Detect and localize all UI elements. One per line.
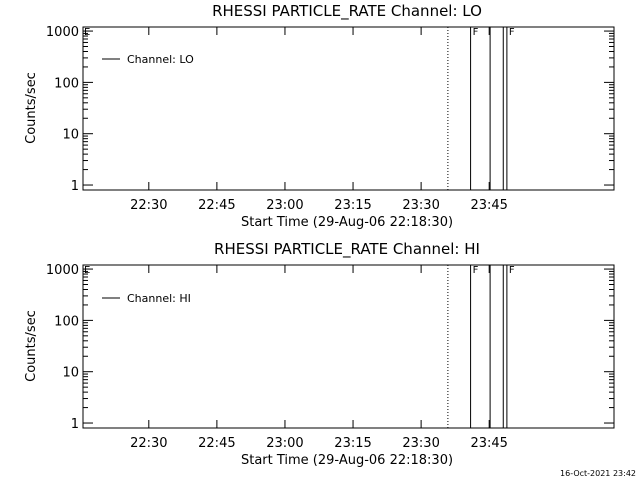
x-tick-label: 22:45 bbox=[198, 198, 235, 213]
y-tick-label: 10 bbox=[62, 128, 79, 143]
x-tick-label: 23:45 bbox=[470, 436, 507, 451]
timestamp-footer: 16-Oct-2021 23:42 bbox=[560, 469, 636, 478]
chart-title: RHESSI PARTICLE_RATE Channel: LO bbox=[212, 2, 482, 21]
legend-label: Channel: HI bbox=[127, 292, 191, 305]
x-tick-label: 22:30 bbox=[130, 198, 167, 213]
y-tick-label: 1 bbox=[71, 179, 79, 194]
x-tick-label: 22:45 bbox=[198, 436, 235, 451]
edge-flag-label: E bbox=[84, 27, 90, 38]
y-tick-label: 10 bbox=[62, 366, 79, 381]
x-tick-label: 23:15 bbox=[334, 198, 371, 213]
y-tick-label: 100 bbox=[54, 314, 79, 329]
marker-label: F bbox=[473, 265, 479, 276]
legend-label: Channel: LO bbox=[127, 53, 194, 66]
x-tick-label: 23:30 bbox=[402, 198, 439, 213]
marker-label: F bbox=[509, 265, 515, 276]
y-axis-label: Counts/sec bbox=[24, 72, 39, 144]
x-tick-label: 23:15 bbox=[334, 436, 371, 451]
x-tick-label: 23:00 bbox=[266, 198, 303, 213]
x-tick-label: 23:30 bbox=[402, 436, 439, 451]
y-tick-label: 1000 bbox=[46, 25, 79, 40]
panel-lo: RHESSI PARTICLE_RATE Channel: LO Start T… bbox=[24, 2, 615, 230]
y-tick-label: 100 bbox=[54, 76, 79, 91]
marker-label: F bbox=[509, 27, 515, 38]
plot-frame bbox=[82, 26, 615, 191]
marker-label: F bbox=[473, 27, 479, 38]
plot-frame bbox=[82, 264, 615, 429]
y-tick-label: 1 bbox=[71, 417, 79, 432]
edge-flag-label: E bbox=[84, 265, 90, 276]
panel-hi: RHESSI PARTICLE_RATE Channel: HI Start T… bbox=[24, 240, 615, 468]
x-axis-label: Start Time (29-Aug-06 22:18:30) bbox=[241, 215, 453, 230]
x-tick-label: 23:00 bbox=[266, 436, 303, 451]
chart-title: RHESSI PARTICLE_RATE Channel: HI bbox=[214, 240, 480, 259]
x-axis-label: Start Time (29-Aug-06 22:18:30) bbox=[241, 453, 453, 468]
y-tick-label: 1000 bbox=[46, 263, 79, 278]
x-tick-label: 23:45 bbox=[470, 198, 507, 213]
y-axis-label: Counts/sec bbox=[24, 310, 39, 382]
x-tick-label: 22:30 bbox=[130, 436, 167, 451]
